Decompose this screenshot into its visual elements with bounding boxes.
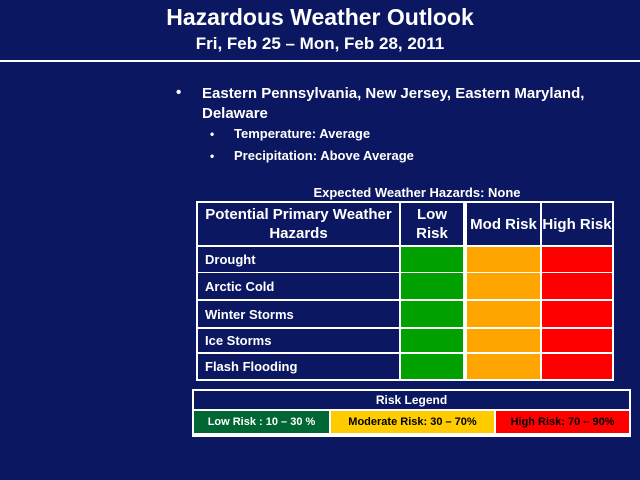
risk-cell [467,247,540,272]
legend-high: High Risk: 70 – 90% [496,411,629,433]
risk-cell [467,301,540,327]
legend-moderate: Moderate Risk: 30 – 70% [331,411,494,433]
column-header: Potential Primary Weather Hazards [198,203,399,245]
row-label: Ice Storms [198,329,399,352]
row-label: Flash Flooding [198,354,399,379]
detail: Precipitation: Above Average [234,148,414,163]
risk-cell [542,329,612,352]
region: Eastern Pennsylvania, New Jersey, Easter… [202,85,585,122]
table-caption: Expected Weather Hazards: None [313,185,521,200]
title: Hazardous Weather Outlook [166,4,474,30]
risk-cell [401,301,463,327]
risk-cell [401,273,463,299]
row-label: Winter Storms [198,301,399,327]
bullet: • [210,149,215,163]
legend-title: Risk Legend [194,391,629,409]
bullet: • [210,127,215,141]
risk-cell [542,247,612,272]
risk-cell [467,273,540,299]
risk-cell [401,247,463,272]
risk-cell [467,329,540,352]
column-header: High Risk [542,203,612,245]
risk-cell [542,354,612,379]
row-label: Drought [198,247,399,272]
row-label: Arctic Cold [198,273,399,299]
divider [0,60,640,62]
risk-cell [467,354,540,379]
bullet: • [176,84,182,101]
risk-cell [542,301,612,327]
legend-low: Low Risk : 10 – 30 % [194,411,329,433]
risk-legend: Risk Legend Low Risk : 10 – 30 % Moderat… [192,389,631,437]
risk-cell [401,329,463,352]
column-header: Low Risk [401,203,463,245]
detail: Temperature: Average [234,126,371,141]
risk-table: Potential Primary Weather Hazards Low Ris… [196,201,614,381]
subtitle: Fri, Feb 25 – Mon, Feb 28, 2011 [195,34,445,53]
risk-cell [401,354,463,379]
column-header: Mod Risk [467,203,540,245]
risk-cell [542,273,612,299]
